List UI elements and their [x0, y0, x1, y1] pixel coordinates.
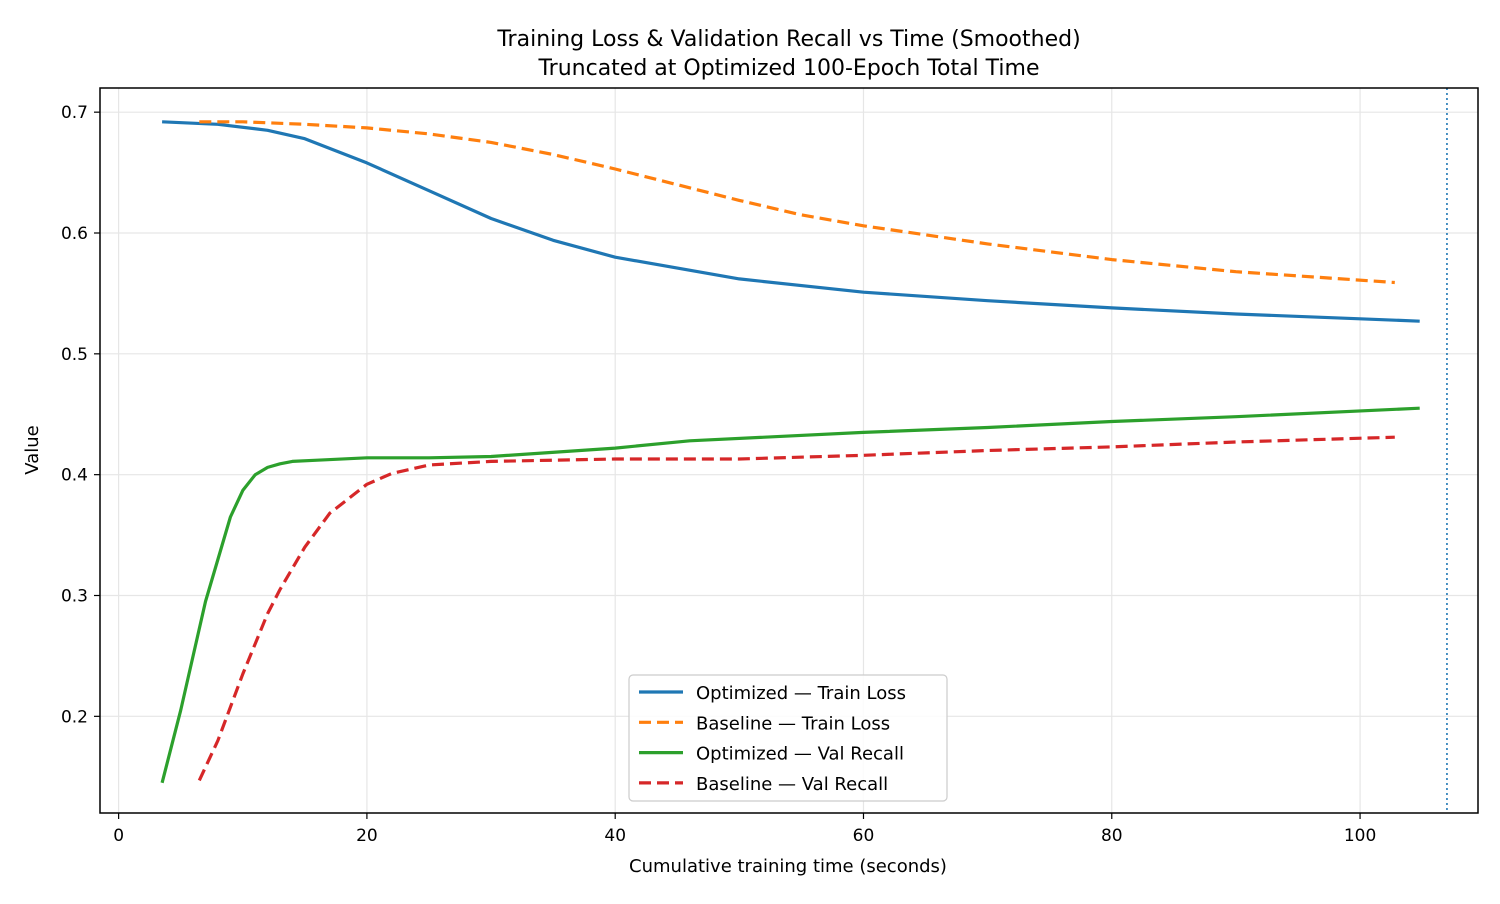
plot-frame [99, 87, 1479, 814]
series-line-1 [162, 120, 1420, 323]
y-tick-label: 0.7 [61, 103, 88, 123]
legend-label-2: Baseline — Train Loss [696, 713, 890, 734]
x-tick-label: 60 [853, 826, 875, 846]
series-line-3 [160, 406, 1420, 784]
legend-label-1: Optimized — Train Loss [696, 683, 906, 704]
x-tick-label: 80 [1101, 826, 1123, 846]
y-tick-label: 0.4 [61, 466, 88, 486]
x-tick-label: 100 [1344, 826, 1376, 846]
legend-box [628, 674, 948, 802]
series-group [160, 120, 1420, 784]
y-axis-label: Value [22, 425, 43, 474]
legend-label-3: Optimized — Val Recall [696, 744, 904, 765]
legend: Optimized — Train Loss Baseline — Train L… [628, 674, 948, 802]
y-tick-label: 0.5 [61, 345, 88, 365]
x-tick-label: 0 [113, 826, 124, 846]
x-axis-label: Cumulative training time (seconds) [629, 856, 947, 877]
chart-subtitle: Truncated at Optimized 100-Epoch Total T… [537, 56, 1039, 81]
ticks: 0 20 40 60 80 100 0.2 0.3 0.4 0.5 0.6 0.7 [61, 103, 1376, 846]
y-tick-label: 0.3 [61, 587, 88, 607]
grid [100, 88, 1478, 813]
series-line-4 [197, 435, 1395, 782]
legend-label-4: Baseline — Val Recall [696, 774, 888, 795]
y-tick-label: 0.2 [61, 707, 88, 727]
series-line-2 [199, 120, 1395, 285]
x-tick-label: 20 [356, 826, 378, 846]
x-tick-label: 40 [604, 826, 626, 846]
chart-title: Training Loss & Validation Recall vs Tim… [496, 27, 1080, 52]
y-tick-label: 0.6 [61, 224, 88, 244]
